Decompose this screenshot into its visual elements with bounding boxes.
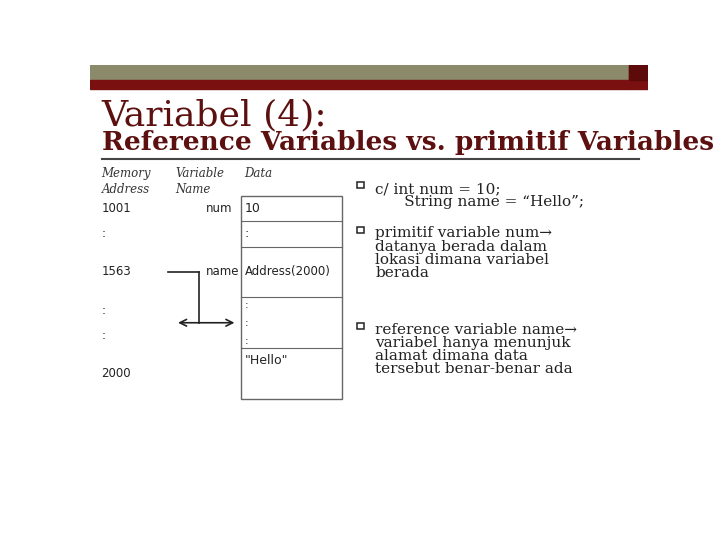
Text: Reference Variables vs. primitif Variables: Reference Variables vs. primitif Variabl… — [102, 130, 714, 156]
Text: c/ int num = 10;: c/ int num = 10; — [375, 182, 500, 196]
Text: Variable
Name: Variable Name — [175, 167, 224, 196]
Text: 2000: 2000 — [102, 367, 131, 380]
Text: :: : — [245, 227, 249, 240]
Text: Address(2000): Address(2000) — [245, 266, 331, 279]
Text: 1563: 1563 — [102, 266, 131, 279]
Text: String name = “Hello”;: String name = “Hello”; — [375, 195, 584, 209]
Text: 10: 10 — [245, 202, 261, 215]
Text: tersebut benar-benar ada: tersebut benar-benar ada — [375, 362, 573, 376]
Text: :: : — [102, 303, 106, 316]
Bar — [629, 65, 648, 80]
Text: datanya berada dalam: datanya berada dalam — [375, 240, 547, 254]
Text: Data: Data — [244, 167, 272, 180]
Bar — [90, 80, 629, 90]
Text: primitif variable num→: primitif variable num→ — [375, 226, 552, 240]
Text: name: name — [206, 266, 240, 279]
Bar — [90, 65, 629, 80]
Text: :: : — [102, 329, 106, 342]
Text: "Hello": "Hello" — [245, 354, 289, 367]
Text: :: : — [245, 300, 248, 310]
Text: :: : — [245, 318, 248, 328]
Bar — [241, 195, 342, 399]
Bar — [357, 182, 364, 188]
Bar — [629, 65, 648, 90]
Text: alamat dimana data: alamat dimana data — [375, 349, 528, 363]
Text: berada: berada — [375, 266, 429, 280]
Text: :: : — [102, 227, 106, 240]
Text: lokasi dimana variabel: lokasi dimana variabel — [375, 253, 549, 267]
Bar — [357, 226, 364, 233]
Bar — [357, 323, 364, 329]
Text: reference variable name→: reference variable name→ — [375, 323, 577, 337]
Text: :: : — [245, 335, 248, 346]
Text: Variabel (4):: Variabel (4): — [102, 99, 328, 133]
Text: num: num — [206, 202, 233, 215]
Text: Memory
Address: Memory Address — [102, 167, 151, 196]
Text: 1001: 1001 — [102, 202, 131, 215]
Text: variabel hanya menunjuk: variabel hanya menunjuk — [375, 336, 571, 350]
